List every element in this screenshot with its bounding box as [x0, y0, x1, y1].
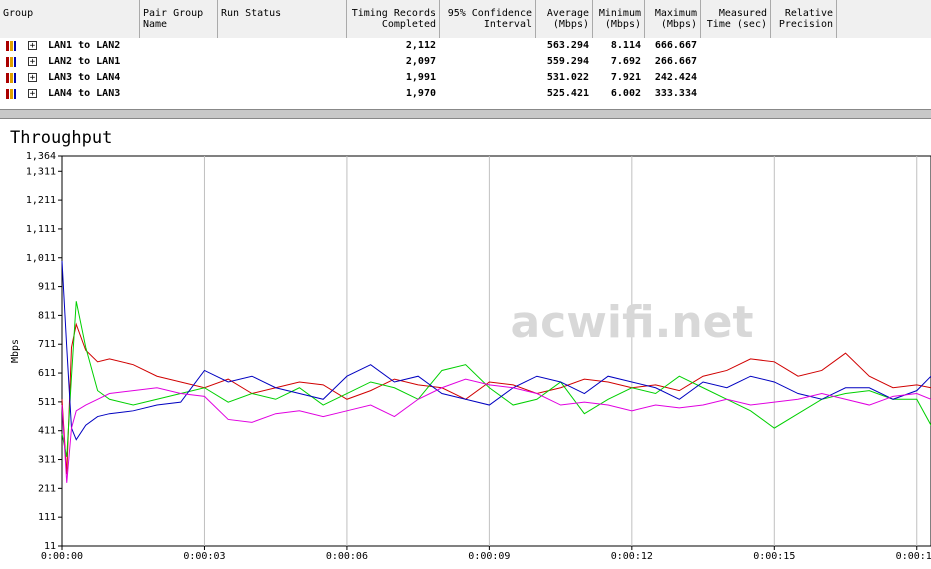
cell-value: 6.002 [610, 88, 641, 99]
y-tick-label: 1,311 [26, 166, 56, 177]
x-tick-label: 0:00:00 [41, 551, 83, 562]
column-header: 95% Confidence Interval [440, 0, 536, 38]
column-header: Pair Group Name [140, 0, 218, 38]
y-tick-label: 511 [38, 397, 56, 408]
group-name: LAN2 to LAN1 [48, 56, 121, 67]
y-tick-label: 711 [38, 339, 56, 350]
pair-icon [6, 41, 16, 51]
column-header: Minimum (Mbps) [593, 0, 645, 38]
cell-value: 531.022 [546, 72, 589, 83]
y-tick-label: 211 [38, 483, 56, 494]
cell-value: 666.667 [654, 40, 697, 51]
y-tick-label: 911 [38, 282, 56, 293]
cell-value: 2,097 [405, 56, 436, 67]
group-name: LAN4 to LAN3 [48, 88, 121, 99]
column-header: Run Status [218, 0, 347, 38]
series-line [61, 378, 931, 483]
chart-title: Throughput [10, 128, 112, 148]
column-header: Measured Time (sec) [701, 0, 771, 38]
x-tick-label: 0:00:03 [183, 551, 225, 562]
column-header: Timing Records Completed [347, 0, 440, 38]
series-line [61, 322, 931, 475]
x-tick-label: 0:00:06 [326, 551, 368, 562]
pair-icon [6, 73, 16, 83]
y-tick-label: 1,011 [26, 253, 56, 264]
cell-value: 1,970 [405, 88, 436, 99]
column-header: Average (Mbps) [536, 0, 593, 38]
pair-icon [6, 57, 16, 67]
x-tick-label: 0:00:18 [896, 551, 931, 562]
y-tick-label: 1,211 [26, 195, 56, 206]
column-header: Maximum (Mbps) [645, 0, 701, 38]
cell-value: 559.294 [546, 56, 589, 67]
expand-box: + [28, 41, 37, 51]
x-tick-label: 0:00:12 [611, 551, 653, 562]
cell-value: 8.114 [610, 40, 641, 51]
watermark: acwifi.net [510, 297, 753, 348]
cell-value: 563.294 [546, 40, 589, 51]
cell-value: 333.334 [654, 88, 697, 99]
cell-value: 1,991 [405, 72, 436, 83]
y-tick-label: 811 [38, 310, 56, 321]
y-tick-label: 611 [38, 368, 56, 379]
cell-value: 7.921 [610, 72, 641, 83]
expand-box: + [28, 89, 37, 99]
pair-icon [6, 89, 16, 99]
column-header: Relative Precision [771, 0, 837, 38]
header-filler [837, 0, 931, 38]
y-tick-label: 1,111 [26, 224, 56, 235]
series-line [61, 301, 931, 458]
y-tick-label: 411 [38, 426, 56, 437]
y-tick-label: 1,364 [26, 151, 56, 162]
x-tick-label: 0:00:15 [753, 551, 795, 562]
x-tick-label: 0:00:09 [468, 551, 510, 562]
expand-box: + [28, 57, 37, 67]
cell-value: 242.424 [654, 72, 697, 83]
y-axis-label: Mbps [10, 339, 21, 363]
cell-value: 7.692 [610, 56, 641, 67]
expand-box: + [28, 73, 37, 83]
group-name: LAN1 to LAN2 [48, 40, 121, 51]
cell-value: 266.667 [654, 56, 697, 67]
y-tick-label: 111 [38, 512, 56, 523]
y-tick-label: 311 [38, 455, 56, 466]
group-name: LAN3 to LAN4 [48, 72, 121, 83]
results-table: Group Pair Group Name Run Status Timing Rec… [0, 0, 931, 108]
series-line [61, 260, 931, 441]
cell-value: 2,112 [405, 40, 436, 51]
splitter[interactable] [0, 109, 931, 119]
column-header: Group [0, 0, 140, 38]
chart: Throughput Mbps 0:00:00 0:00:03 0:00:06 0:00:… [10, 128, 931, 562]
cell-value: 525.421 [546, 88, 589, 99]
y-tick-label: 11 [44, 541, 56, 552]
plot-area [61, 155, 931, 547]
